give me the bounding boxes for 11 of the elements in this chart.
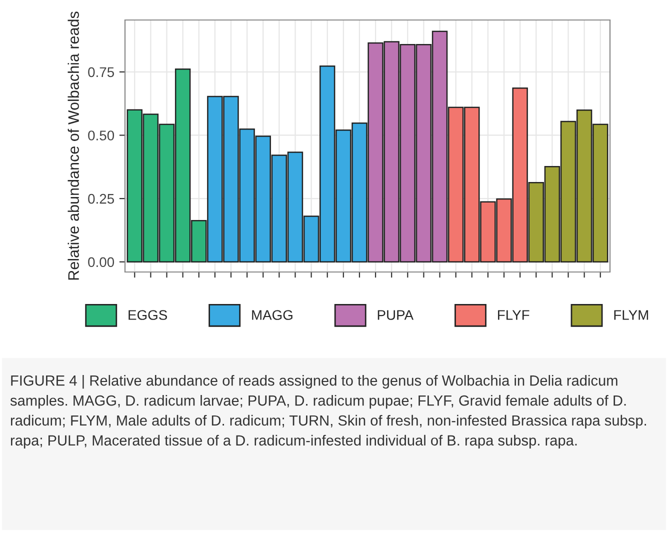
legend-label: MAGG <box>252 310 292 320</box>
y-tick-label: 0.50 <box>88 130 114 140</box>
legend-label: FLYF <box>498 310 530 320</box>
y-tick-label: 0.00 <box>88 257 114 268</box>
y-axis-title: Relative abundance of Wolbachia reads <box>68 12 79 280</box>
legend-label: FLYM <box>614 310 648 320</box>
caption: FIGURE 4 | Relative abundance of reads assigned to the genus of Wolbachia in Delia radicum samples. MAGG, D. radicum larvae; PUPA, D. radicum pupae; FLYF, Gravid female adults of D. radicum; FLYM, Male adults of D. radicum; TURN, Skin of fresh, non-infested Brassica rapa subsp. rapa; PULP, Macerated tissue of a D. radicum-infested individual of B. rapa subsp. rapa. <box>10 375 646 448</box>
y-tick-label: 0.75 <box>88 67 114 78</box>
y-tick-label: 0.25 <box>88 194 114 204</box>
legend-label: EGGS <box>128 310 168 320</box>
legend-label: PUPA <box>378 310 414 320</box>
